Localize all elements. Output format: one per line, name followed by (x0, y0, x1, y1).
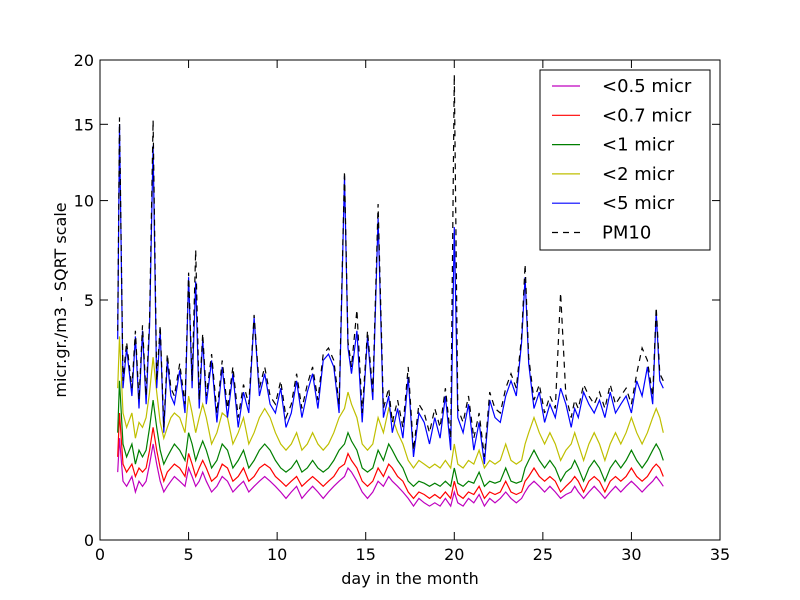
legend-label-3: <2 micr (602, 164, 675, 185)
series-line-1 (117, 412, 664, 500)
series-line-5 (117, 74, 664, 457)
legend-label-1: <0.7 micr (602, 105, 692, 126)
x-tick-label: 10 (267, 545, 287, 564)
y-tick-label: 0 (84, 531, 94, 550)
x-tick-label: 0 (95, 545, 105, 564)
y-tick-label: 10 (74, 192, 94, 211)
legend: <0.5 micr <0.7 micr <1 micr <2 micr <5 micr P… (539, 69, 711, 251)
y-tick-label: 15 (74, 115, 94, 134)
x-axis: 0 5 10 15 20 25 30 35 (95, 60, 730, 564)
series-line-3 (117, 336, 664, 470)
y-tick-label: 5 (84, 291, 94, 310)
legend-label-0: <0.5 micr (602, 76, 692, 97)
series-layer (117, 74, 664, 508)
x-tick-label: 20 (444, 545, 464, 564)
x-axis-label: day in the month (341, 569, 478, 588)
x-tick-label: 30 (621, 545, 641, 564)
y-tick-label: 20 (74, 51, 94, 70)
y-axis-label: micr.gr./m3 - SQRT scale (51, 202, 70, 397)
y-axis: 0 5 10 15 20 (74, 51, 720, 550)
x-tick-label: 25 (533, 545, 553, 564)
legend-label-2: <1 micr (602, 135, 675, 156)
legend-label-4: <5 micr (602, 193, 675, 214)
legend-box (539, 69, 711, 251)
legend-label-5: PM10 (602, 223, 651, 244)
x-tick-label: 35 (710, 545, 730, 564)
x-tick-label: 15 (356, 545, 376, 564)
series-line-2 (117, 380, 664, 488)
series-line-0 (117, 438, 664, 508)
x-tick-label: 5 (183, 545, 193, 564)
